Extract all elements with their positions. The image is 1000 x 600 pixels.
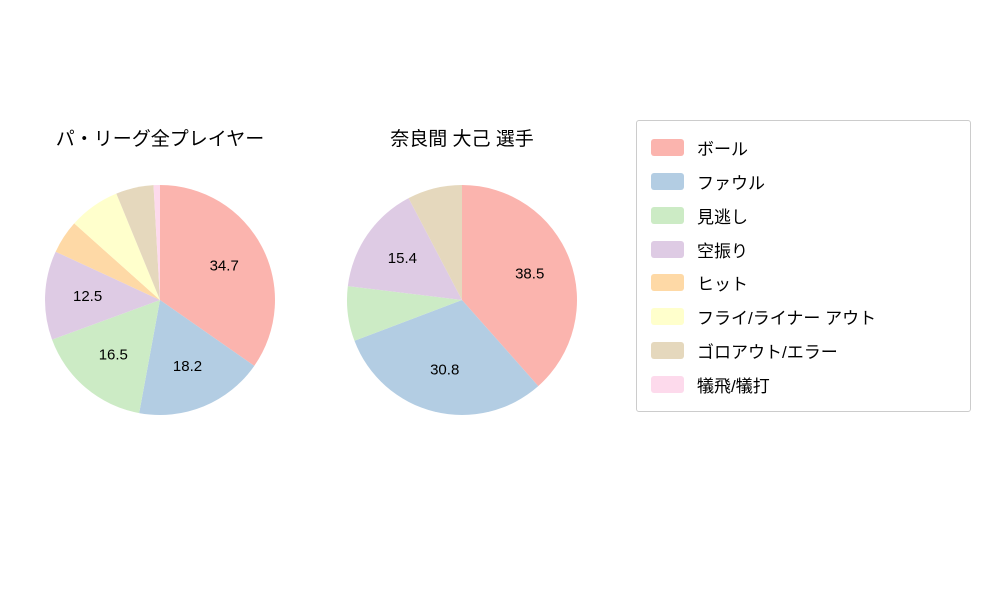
pie-slice-6 (408, 185, 462, 300)
pie-slice-2 (52, 300, 160, 414)
legend-item-3: 空振り (637, 232, 970, 266)
right-chart-title: 奈良間 大己 選手 (390, 129, 534, 150)
legend-item-5: フライ/ライナー アウト (637, 300, 970, 334)
pie-slice-1 (139, 300, 255, 416)
legend-item-6: ゴロアウト/エラー (637, 334, 970, 368)
legend-swatch-icon (651, 375, 684, 393)
pie-slice-3 (347, 198, 462, 300)
legend-item-1: ファウル (637, 165, 970, 199)
legend-swatch-icon (651, 206, 684, 224)
legend-item-4: ヒット (637, 266, 970, 300)
pie-chart-league: 34.7 18.2 16.5 12.5 (45, 184, 275, 416)
pie-slice-0 (462, 185, 578, 387)
pie-slice-3 (45, 251, 160, 340)
legend-swatch-icon (651, 139, 684, 157)
legend-item-2: 見逃し (637, 199, 970, 233)
legend-item-7: 犠飛/犠打 (637, 367, 970, 401)
legend-label: ヒット (697, 275, 748, 295)
slice-value-label: 30.8 (430, 361, 459, 378)
pie-chart-player: 38.5 30.8 15.4 (347, 185, 578, 416)
legend-label: ゴロアウト/エラー (697, 342, 838, 362)
legend-swatch-icon (651, 341, 684, 359)
legend-label: 見逃し (697, 207, 748, 227)
pie-slice-1 (354, 300, 539, 416)
legend-label: 空振り (697, 241, 748, 261)
pie-slice-4 (55, 223, 160, 300)
left-chart-title: パ・リーグ全プレイヤー (55, 129, 265, 150)
legend-label: ボール (697, 140, 748, 160)
slice-value-label: 18.2 (173, 358, 202, 375)
legend-item-0: ボール (637, 131, 970, 165)
legend-swatch-icon (651, 240, 684, 258)
legend-label: ファウル (697, 174, 765, 194)
slice-value-label: 16.5 (99, 346, 128, 363)
legend-swatch-icon (651, 173, 684, 191)
pie-slice-5 (74, 193, 160, 300)
legend: ボールファウル見逃し空振りヒットフライ/ライナー アウト ゴロアウト/エラー 犠飛/… (636, 120, 971, 412)
pie-slice-2 (347, 286, 462, 341)
pie-slice-0 (160, 185, 275, 366)
legend-swatch-icon (651, 274, 684, 292)
legend-label: 犠飛/犠打 (697, 376, 770, 396)
slice-value-label: 12.5 (73, 288, 102, 305)
slice-value-label: 34.7 (210, 257, 239, 274)
slice-value-label: 38.5 (515, 265, 544, 282)
slice-value-label: 15.4 (388, 250, 417, 267)
pie-slice-7 (153, 184, 160, 300)
legend-swatch-icon (651, 308, 684, 326)
legend-label: フライ/ライナー アウト (697, 309, 877, 329)
pie-slice-6 (116, 185, 160, 300)
